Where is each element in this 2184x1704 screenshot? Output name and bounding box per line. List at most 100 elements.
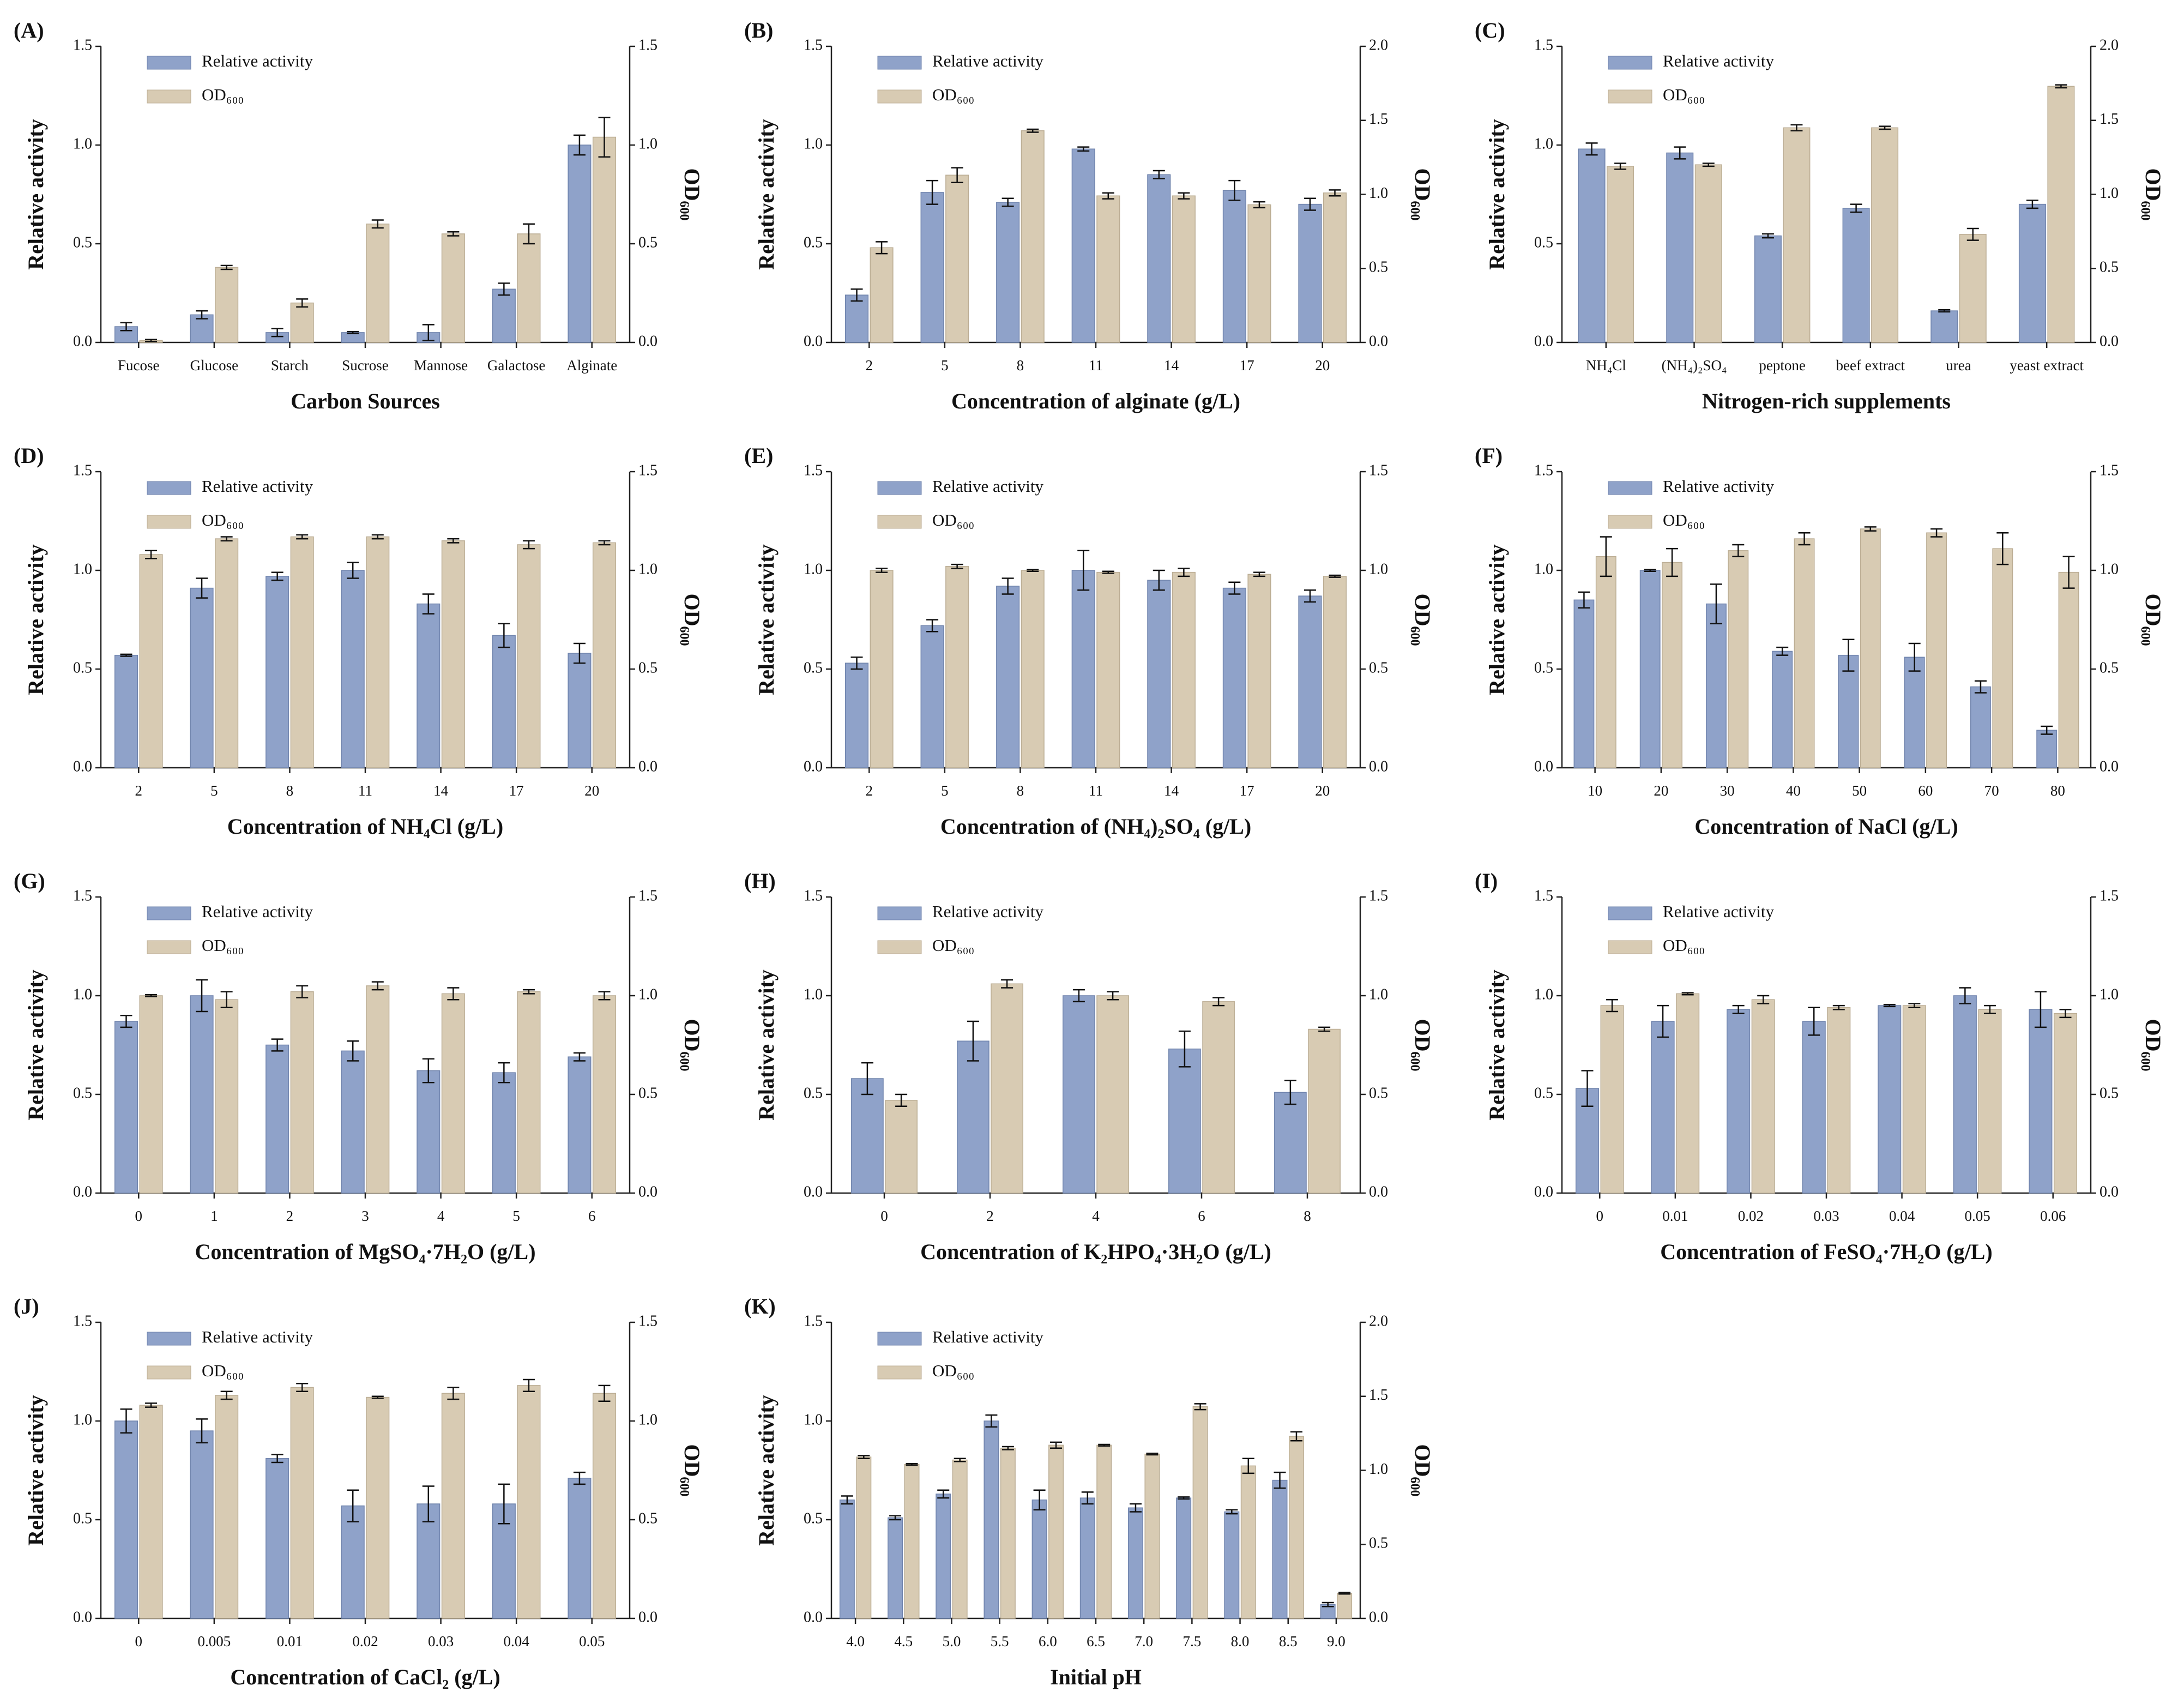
y-tick-label: 1.0: [1534, 561, 1553, 577]
bar: [266, 576, 289, 768]
y2-tick-label: 1.0: [2099, 561, 2119, 577]
y2-tick-label: 2.0: [1369, 37, 1388, 53]
bar: [2029, 1009, 2053, 1194]
legend-label: Relative activity: [932, 1327, 1044, 1346]
bar: [592, 1393, 617, 1619]
panel-label: (F): [1475, 443, 1503, 468]
y2-axis-title: OD₆₀₀: [2141, 168, 2165, 221]
x-tick-label: 0.005: [197, 1633, 231, 1649]
legend-swatch: [877, 481, 922, 495]
x-tick-label: 2: [135, 782, 143, 799]
x-tick-label: 17: [509, 782, 524, 799]
bar: [417, 1070, 441, 1194]
legend-swatch: [1608, 481, 1652, 495]
legend-swatch: [1608, 89, 1652, 104]
x-tick-label: peptone: [1759, 357, 1805, 374]
bar: [1323, 576, 1347, 768]
bar: [1953, 995, 1977, 1194]
bar: [1600, 1005, 1624, 1194]
y2-tick-label: 1.5: [2099, 111, 2119, 128]
bar: [1871, 127, 1899, 343]
x-tick-label: 6.0: [1039, 1633, 1057, 1649]
y-tick-label: 0.0: [73, 1609, 92, 1625]
y-tick-label: 0.0: [1534, 758, 1553, 775]
x-tick-label: 7.5: [1183, 1633, 1201, 1649]
bar: [1222, 587, 1246, 768]
legend-swatch: [877, 940, 922, 954]
bar: [1802, 1021, 1826, 1194]
legend-swatch: [1608, 906, 1652, 920]
bar: [885, 1100, 918, 1194]
bar: [1842, 208, 1870, 343]
y2-tick-label: 0.5: [638, 1085, 657, 1101]
bar: [1662, 562, 1682, 768]
bar: [1754, 235, 1782, 343]
legend-label: OD₆₀₀: [932, 510, 974, 529]
x-tick-label: 14: [1164, 357, 1179, 374]
y2-tick-label: 1.0: [638, 561, 657, 577]
x-tick-label: 11: [1089, 782, 1103, 799]
x-tick-label: 0.04: [504, 1633, 530, 1649]
bar: [266, 1044, 289, 1194]
bar: [1794, 538, 1815, 768]
x-axis-title: Concentration of MgSO₄·7H₂O (g/L): [195, 1239, 535, 1264]
bar: [290, 302, 314, 343]
bar: [1694, 164, 1722, 343]
bar: [1308, 1028, 1341, 1194]
y2-tick-label: 1.5: [2099, 887, 2119, 904]
bar: [936, 1494, 951, 1619]
x-tick-label: Starch: [271, 357, 309, 374]
y-tick-label: 1.0: [73, 135, 92, 152]
x-tick-label: 14: [433, 782, 449, 799]
x-tick-label: 8.0: [1231, 1633, 1250, 1649]
bar: [1147, 174, 1171, 343]
y-axis-title: Relative activity: [754, 1395, 779, 1546]
bar: [366, 536, 390, 768]
y-tick-label: 0.0: [804, 758, 823, 775]
bar: [290, 991, 314, 1194]
y2-tick-label: 0.0: [1369, 758, 1388, 775]
x-tick-label: 0.06: [2040, 1208, 2066, 1224]
y-axis-title: Relative activity: [23, 1395, 48, 1546]
bar: [2058, 571, 2079, 768]
x-tick-label: 0.03: [428, 1633, 454, 1649]
y2-tick-label: 1.5: [1369, 887, 1388, 904]
y2-tick-label: 2.0: [1369, 1312, 1388, 1329]
bar: [592, 136, 617, 343]
bar: [1096, 571, 1120, 768]
y2-tick-label: 1.0: [1369, 986, 1388, 1003]
x-tick-label: beef extract: [1836, 357, 1905, 374]
bar: [1666, 152, 1694, 343]
y2-tick-label: 0.0: [1369, 1609, 1388, 1625]
bar: [1168, 1048, 1201, 1194]
y2-tick-label: 1.0: [638, 986, 657, 1003]
x-tick-label: 50: [1852, 782, 1867, 799]
y2-tick-label: 1.5: [1369, 1387, 1388, 1404]
legend-swatch: [147, 515, 191, 529]
y2-tick-label: 1.0: [1369, 561, 1388, 577]
y2-tick-label: 0.5: [638, 659, 657, 676]
y2-tick-label: 0.5: [2099, 1085, 2119, 1101]
bar: [492, 1072, 516, 1194]
x-tick-label: 0: [1596, 1208, 1604, 1224]
y-axis-title: Relative activity: [1485, 544, 1509, 695]
x-tick-label: 5.0: [943, 1633, 961, 1649]
bar: [856, 1456, 872, 1619]
legend-swatch: [877, 1365, 922, 1380]
bar: [1192, 1406, 1208, 1619]
legend-label: OD₆₀₀: [202, 1361, 244, 1380]
x-tick-label: 6: [1198, 1208, 1205, 1224]
bar: [139, 995, 163, 1194]
bar: [190, 995, 214, 1194]
bar: [1096, 1444, 1112, 1619]
y-axis-title: Relative activity: [754, 119, 779, 270]
bar: [1639, 570, 1661, 768]
y-tick-label: 1.0: [804, 1411, 823, 1428]
bar: [1096, 195, 1120, 343]
x-tick-label: 20: [584, 782, 599, 799]
bar: [517, 233, 541, 343]
bar: [2018, 203, 2046, 343]
legend-label: Relative activity: [932, 51, 1044, 70]
bar: [114, 1021, 138, 1194]
legend-label: OD₆₀₀: [202, 510, 244, 529]
